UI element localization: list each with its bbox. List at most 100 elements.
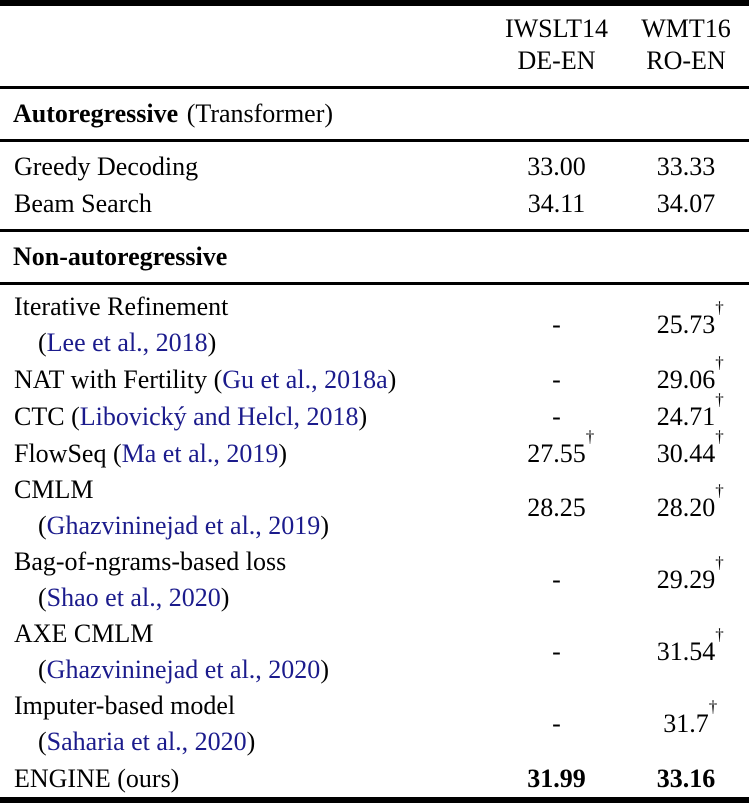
score-value: 31.7 bbox=[663, 709, 709, 738]
score-value: 28.20 bbox=[656, 493, 716, 522]
paren-open: ( bbox=[38, 511, 47, 540]
score-cell-ro-en: 33.16 bbox=[656, 763, 716, 793]
row-beam-search: Beam Search 34.11 34.07 bbox=[0, 185, 749, 222]
section-title-text: Non-autoregressive bbox=[13, 242, 228, 271]
paren-close: ) bbox=[320, 511, 329, 540]
header-langpair-ro-en: RO-EN bbox=[646, 46, 726, 75]
score-cell-de-en: 31.99 bbox=[527, 763, 586, 793]
score-cell-ro-en: 30.44† bbox=[656, 426, 724, 468]
paren-open: ( bbox=[38, 727, 47, 756]
model-label-block: CMLM (Ghazvininejad et al., 2019) bbox=[0, 472, 490, 544]
citation-line: (Shao et al., 2020) bbox=[14, 580, 490, 616]
score-value: 27.55 bbox=[527, 438, 586, 468]
paren-open: ( bbox=[38, 328, 47, 357]
score-cell-ro-en: 29.06† bbox=[656, 352, 724, 394]
model-label: ENGINE (ours) bbox=[14, 763, 180, 793]
row-engine-ours: ENGINE (ours) 31.99 33.16 bbox=[0, 760, 749, 797]
model-label: NAT with Fertility bbox=[14, 364, 208, 394]
score-value: 25.73 bbox=[656, 310, 716, 339]
section-header-non-autoregressive: Non-autoregressive bbox=[0, 232, 749, 282]
citation-inline: (Libovický and Helcl, 2018) bbox=[71, 402, 367, 431]
score-value: 30.44 bbox=[656, 438, 716, 468]
model-label-block: Iterative Refinement (Lee et al., 2018) bbox=[0, 289, 490, 361]
header-dataset-iwslt14: IWSLT14 bbox=[504, 14, 609, 43]
paren-open: ( bbox=[112, 438, 122, 468]
score-cell-ro-en: 33.33 bbox=[656, 151, 716, 181]
section-rule-2 bbox=[0, 229, 749, 232]
score-cell-de-en: 33.00 bbox=[527, 151, 586, 181]
score-value: 31.54 bbox=[656, 637, 716, 666]
score-cell-ro-en: 31.54† bbox=[656, 625, 724, 666]
autoregressive-rows: Greedy Decoding 33.00 33.33 Beam Search … bbox=[0, 142, 749, 229]
model-label-block: FlowSeq (Ma et al., 2019) bbox=[0, 436, 490, 472]
row-nat-with-fertility: NAT with Fertility (Gu et al., 2018a) - 2… bbox=[0, 352, 749, 398]
score-cell-de-en: - bbox=[552, 709, 561, 738]
score-cell-ro-en: 34.07 bbox=[656, 188, 716, 218]
score-value: 29.06 bbox=[656, 364, 716, 394]
row-cmlm: CMLM (Ghazvininejad et al., 2019) 28.25 … bbox=[0, 472, 749, 544]
score-cell-ro-en: 28.20† bbox=[656, 481, 724, 522]
citation-line: (Ghazvininejad et al., 2020) bbox=[14, 652, 490, 688]
header-col-wmt16-ro-en: WMT16 RO-EN bbox=[623, 13, 749, 77]
citation-inline: (Gu et al., 2018a) bbox=[214, 365, 397, 394]
model-label-block: Bag-of-ngrams-based loss (Shao et al., 2… bbox=[0, 544, 490, 616]
model-label-block: AXE CMLM (Ghazvininejad et al., 2020) bbox=[0, 616, 490, 688]
paren-close: ) bbox=[320, 655, 329, 684]
citation-link[interactable]: Gu et al., 2018a bbox=[222, 364, 388, 394]
citation-inline: (Ma et al., 2019) bbox=[113, 439, 287, 468]
score-cell-ro-en: 31.7† bbox=[663, 697, 718, 738]
citation-link[interactable]: Libovický and Helcl, 2018 bbox=[79, 401, 359, 431]
score-cell-de-en: - bbox=[552, 401, 561, 431]
score-cell-de-en: - bbox=[552, 565, 561, 594]
section-title-note: (Transformer) bbox=[186, 99, 334, 128]
paren-close: ) bbox=[207, 328, 217, 357]
score-value: 29.29 bbox=[656, 565, 716, 594]
model-label-block: NAT with Fertility (Gu et al., 2018a) bbox=[0, 362, 490, 398]
row-axe-cmlm: AXE CMLM (Ghazvininejad et al., 2020) - … bbox=[0, 616, 749, 688]
citation-link[interactable]: Ghazvininejad et al., 2020 bbox=[46, 655, 321, 684]
paren-close: ) bbox=[220, 583, 230, 612]
score-cell-de-en: - bbox=[552, 364, 561, 394]
paren-close: ) bbox=[387, 364, 397, 394]
citation-line: (Saharia et al., 2020) bbox=[14, 724, 490, 760]
header-rule bbox=[0, 86, 749, 89]
model-label: Beam Search bbox=[14, 188, 152, 218]
citation-link[interactable]: Lee et al., 2018 bbox=[46, 328, 208, 357]
score-cell-ro-en: 25.73† bbox=[656, 298, 724, 339]
bottom-rule bbox=[0, 797, 749, 803]
model-label-block: CTC (Libovický and Helcl, 2018) bbox=[0, 399, 490, 435]
citation-link[interactable]: Ghazvininejad et al., 2019 bbox=[46, 511, 321, 540]
section-rule-1 bbox=[0, 139, 749, 142]
paren-open: ( bbox=[38, 655, 47, 684]
section-rule-3 bbox=[0, 282, 749, 285]
model-label: CMLM bbox=[14, 475, 94, 504]
paren-open: ( bbox=[38, 583, 47, 612]
header-col-iwslt14-de-en: IWSLT14 DE-EN bbox=[490, 13, 623, 77]
score-value: 24.71 bbox=[656, 401, 716, 431]
row-imputer-based-model: Imputer-based model (Saharia et al., 202… bbox=[0, 688, 749, 760]
row-flowseq: FlowSeq (Ma et al., 2019) 27.55† 30.44† bbox=[0, 426, 749, 472]
model-label: FlowSeq bbox=[14, 438, 107, 468]
score-cell-ro-en: 29.29† bbox=[656, 553, 724, 594]
model-label: Bag-of-ngrams-based loss bbox=[14, 547, 287, 576]
header-row: IWSLT14 DE-EN WMT16 RO-EN bbox=[0, 6, 749, 86]
score-cell-de-en: - bbox=[552, 637, 561, 666]
header-dataset-wmt16: WMT16 bbox=[641, 14, 731, 43]
score-cell-de-en: 34.11 bbox=[527, 188, 586, 218]
row-greedy-decoding: Greedy Decoding 33.00 33.33 bbox=[0, 148, 749, 185]
model-label: Greedy Decoding bbox=[14, 151, 199, 181]
citation-line: (Lee et al., 2018) bbox=[14, 325, 490, 361]
section-title-text: Autoregressive bbox=[13, 99, 179, 128]
score-cell-de-en: 28.25 bbox=[527, 493, 586, 522]
model-label: Imputer-based model bbox=[14, 691, 236, 720]
citation-link[interactable]: Shao et al., 2020 bbox=[46, 583, 221, 612]
citation-link[interactable]: Saharia et al., 2020 bbox=[46, 727, 247, 756]
score-cell-ro-en: 24.71† bbox=[656, 389, 724, 431]
citation-link[interactable]: Ma et al., 2019 bbox=[121, 438, 279, 468]
section-header-autoregressive: Autoregressive (Transformer) bbox=[0, 89, 749, 139]
top-rule bbox=[0, 0, 749, 6]
model-label: Iterative Refinement bbox=[14, 292, 229, 321]
paren-close: ) bbox=[246, 727, 256, 756]
paren-close: ) bbox=[278, 438, 287, 468]
